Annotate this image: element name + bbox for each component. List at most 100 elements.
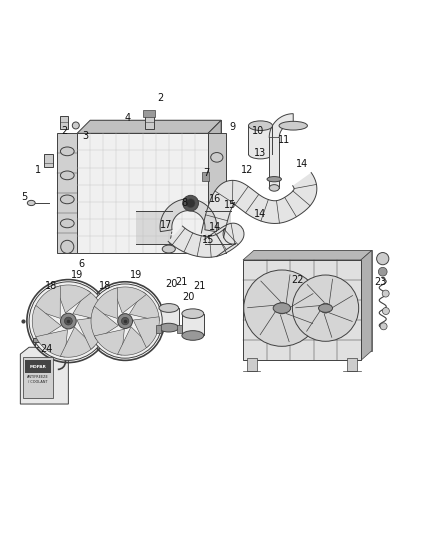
Polygon shape — [94, 329, 124, 355]
Polygon shape — [361, 251, 372, 360]
Circle shape — [88, 284, 162, 358]
Bar — [248, 126, 272, 154]
Text: 17: 17 — [160, 220, 173, 230]
Polygon shape — [133, 317, 159, 348]
Polygon shape — [34, 286, 60, 318]
Ellipse shape — [162, 245, 175, 253]
Circle shape — [378, 268, 387, 276]
Ellipse shape — [61, 240, 74, 253]
Ellipse shape — [60, 195, 74, 204]
Polygon shape — [168, 223, 244, 257]
Circle shape — [382, 290, 389, 297]
Polygon shape — [77, 120, 221, 133]
Circle shape — [29, 282, 108, 360]
Text: 21: 21 — [193, 281, 205, 291]
Text: 14: 14 — [254, 209, 267, 219]
Bar — [269, 138, 279, 188]
Polygon shape — [243, 251, 372, 260]
Bar — [243, 260, 361, 360]
Bar — [33, 337, 51, 342]
Text: 15: 15 — [224, 200, 236, 211]
Circle shape — [244, 270, 320, 346]
Bar — [77, 133, 208, 253]
Ellipse shape — [248, 121, 272, 131]
Polygon shape — [91, 306, 118, 340]
Text: 2: 2 — [61, 126, 67, 136]
Bar — [23, 358, 53, 398]
Ellipse shape — [273, 303, 291, 313]
Text: 7: 7 — [203, 168, 209, 177]
Circle shape — [380, 323, 387, 330]
Text: 15: 15 — [202, 235, 214, 245]
Circle shape — [118, 313, 133, 328]
Text: 3: 3 — [83, 131, 89, 141]
Text: 19: 19 — [130, 270, 142, 280]
Text: 1: 1 — [35, 165, 41, 175]
Bar — [143, 110, 155, 117]
Text: 14: 14 — [296, 159, 308, 169]
Text: 20: 20 — [182, 292, 194, 302]
Bar — [205, 211, 231, 244]
Polygon shape — [208, 120, 221, 253]
Circle shape — [64, 317, 72, 325]
Ellipse shape — [269, 184, 279, 191]
Polygon shape — [201, 173, 317, 238]
Polygon shape — [56, 285, 91, 313]
Bar — [57, 133, 77, 253]
Text: 13: 13 — [254, 148, 267, 158]
Text: 9: 9 — [229, 122, 235, 132]
Ellipse shape — [60, 171, 74, 180]
Bar — [182, 313, 204, 335]
Polygon shape — [93, 288, 117, 319]
Text: / COOLANT: / COOLANT — [28, 381, 48, 384]
Circle shape — [377, 253, 389, 265]
Text: MOPAR: MOPAR — [29, 365, 46, 369]
Circle shape — [121, 317, 129, 325]
Polygon shape — [90, 120, 221, 240]
Text: 11: 11 — [279, 135, 291, 145]
Ellipse shape — [159, 304, 179, 312]
Text: 18: 18 — [45, 281, 57, 291]
Ellipse shape — [318, 304, 332, 312]
Ellipse shape — [182, 330, 204, 340]
Polygon shape — [60, 327, 94, 357]
Circle shape — [186, 199, 195, 207]
Text: 16: 16 — [208, 194, 221, 204]
Polygon shape — [32, 305, 61, 341]
Ellipse shape — [279, 122, 307, 130]
Text: 23: 23 — [374, 277, 387, 287]
Text: 6: 6 — [78, 260, 85, 269]
Text: 24: 24 — [40, 344, 53, 354]
Bar — [60, 116, 68, 129]
Polygon shape — [73, 290, 105, 321]
Polygon shape — [77, 317, 105, 349]
Text: 10: 10 — [252, 126, 265, 136]
Polygon shape — [113, 287, 146, 313]
Text: 22: 22 — [291, 274, 304, 285]
Polygon shape — [160, 199, 217, 232]
Bar — [25, 360, 51, 373]
Polygon shape — [117, 327, 150, 355]
Bar — [159, 308, 179, 328]
Bar — [205, 222, 217, 232]
Circle shape — [382, 308, 389, 314]
Ellipse shape — [248, 149, 272, 159]
Text: 20: 20 — [165, 279, 177, 289]
Bar — [208, 133, 226, 253]
Polygon shape — [269, 114, 293, 138]
Polygon shape — [20, 348, 68, 404]
Text: 21: 21 — [176, 277, 188, 287]
Ellipse shape — [211, 152, 223, 162]
Bar — [160, 222, 172, 232]
Ellipse shape — [159, 323, 179, 332]
Bar — [155, 325, 161, 333]
Text: 12: 12 — [241, 165, 254, 175]
Text: 5: 5 — [21, 192, 28, 201]
Text: 19: 19 — [71, 270, 83, 280]
Ellipse shape — [72, 122, 79, 129]
Text: 8: 8 — [181, 198, 187, 208]
Ellipse shape — [27, 200, 35, 206]
Text: ANTIFREEZE: ANTIFREEZE — [27, 375, 49, 379]
Bar — [145, 116, 154, 129]
Text: 2: 2 — [157, 93, 163, 103]
